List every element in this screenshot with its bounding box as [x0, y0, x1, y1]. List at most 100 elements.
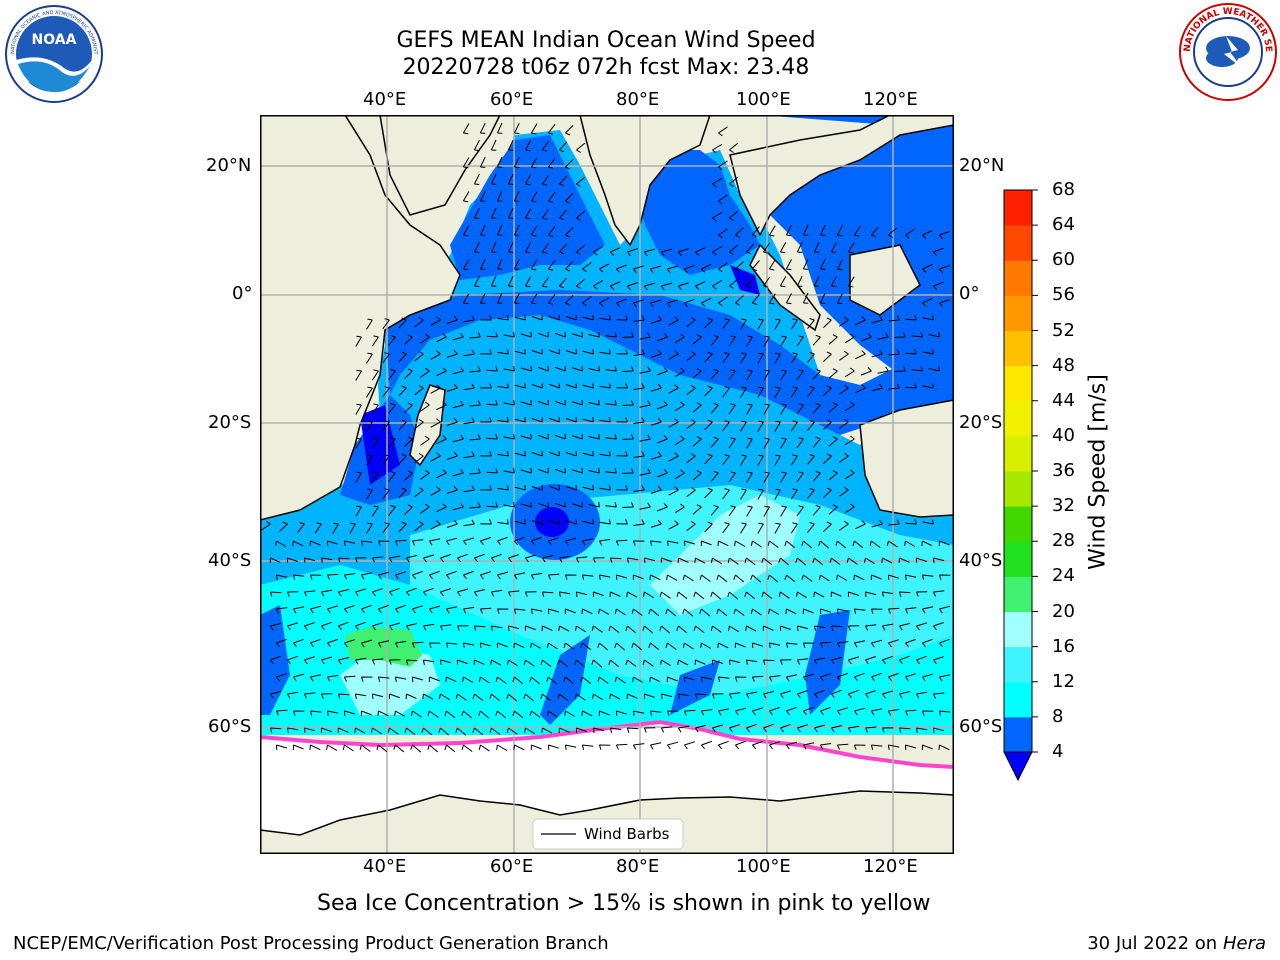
wind-barb	[734, 707, 747, 716]
wind-barb	[823, 351, 832, 362]
wind-barb	[722, 454, 730, 466]
wind-barb	[548, 537, 559, 546]
wind-barb	[366, 420, 373, 432]
wind-barb	[376, 744, 388, 753]
wind-barb	[820, 706, 831, 716]
wind-barb	[581, 744, 594, 750]
footer-date-text: 30 Jul 2022 on	[1087, 933, 1223, 954]
wind-barb	[853, 707, 866, 716]
wind-barb	[683, 709, 696, 716]
wind-barb	[718, 126, 728, 137]
wind-barb	[382, 386, 390, 398]
wind-barb	[656, 332, 668, 342]
wind-barb	[693, 591, 705, 600]
wind-barb	[406, 587, 417, 597]
wind-barb	[530, 225, 538, 237]
wind-barb	[710, 334, 719, 346]
wind-barb	[414, 317, 424, 328]
bottom-lon-label-60e: 60°E	[490, 856, 534, 877]
wind-barb	[778, 591, 790, 599]
wind-barb	[496, 608, 509, 614]
wind-barb	[734, 676, 747, 682]
wind-barb	[668, 384, 679, 394]
wind-barb	[575, 556, 588, 563]
bay-of-bengal	[635, 150, 760, 275]
wind-barb	[939, 265, 950, 274]
wind-barb	[457, 588, 469, 597]
wind-barb	[571, 331, 583, 338]
map-title-line-2: 20220728 t06z 072h fcst Max: 23.48	[402, 55, 810, 80]
wind-barb	[410, 710, 422, 718]
wind-barb	[591, 659, 603, 668]
wind-barb	[411, 641, 424, 648]
wind-barb	[582, 262, 592, 273]
footer-date: 30 Jul 2022 on Hera	[1087, 933, 1266, 954]
wind-barb	[292, 606, 305, 614]
wind-barb	[496, 122, 503, 134]
wind-barb	[531, 484, 543, 491]
wind-barb	[445, 537, 458, 546]
wind-barb	[796, 625, 809, 632]
wind-barb	[750, 540, 762, 548]
wind-barb	[616, 451, 628, 457]
wind-barb	[541, 208, 550, 220]
wind-barb	[704, 453, 713, 465]
wind-barb	[507, 173, 514, 185]
wind-barb	[382, 522, 390, 534]
wind-barb	[870, 574, 882, 581]
wind-barb	[869, 540, 881, 548]
wind-barb	[599, 314, 611, 321]
wind-barb	[320, 557, 333, 564]
wind-barb	[473, 241, 480, 253]
wind-barb	[490, 207, 497, 219]
wind-barb	[394, 710, 406, 717]
wind-barb	[796, 437, 804, 449]
wind-barb	[548, 259, 556, 271]
wind-barb	[801, 540, 813, 549]
wind-barb	[828, 436, 838, 447]
wind-barb	[388, 693, 400, 700]
wind-barb	[660, 726, 673, 733]
wind-barb	[813, 625, 826, 632]
wind-barb	[922, 519, 934, 525]
wind-barb	[565, 260, 574, 272]
wind-barb	[625, 625, 637, 634]
wind-barb	[823, 317, 832, 328]
wind-barb	[506, 659, 518, 667]
colorbar-tick-label: 68	[1052, 179, 1075, 200]
wind-barb	[678, 282, 689, 291]
wind-barb	[610, 281, 621, 290]
wind-barb	[479, 122, 486, 134]
wind-barb	[588, 399, 600, 406]
wind-barb	[802, 292, 809, 304]
wind-barb	[717, 642, 729, 649]
wind-barb	[710, 557, 722, 565]
wind-barb	[524, 727, 535, 735]
map-title-line-1: GEFS MEAN Indian Ocean Wind Speed	[396, 28, 816, 53]
wind-barb	[746, 437, 753, 449]
wind-barb	[537, 467, 549, 474]
wind-barb	[796, 335, 804, 347]
wind-barb	[354, 657, 367, 665]
colorbar-cell	[1004, 225, 1032, 261]
wind-barb	[761, 591, 773, 599]
wind-barb	[559, 141, 568, 153]
wind-barb	[796, 591, 807, 599]
wind-barb	[388, 555, 401, 563]
wind-barb	[462, 191, 470, 203]
wind-barb	[388, 335, 396, 346]
wind-barb	[615, 710, 628, 717]
wind-barb	[718, 740, 729, 750]
wind-barb	[740, 352, 747, 364]
wind-barb	[656, 434, 668, 444]
wind-barb	[710, 504, 719, 516]
wind-barb	[666, 676, 678, 683]
wind-barb	[513, 292, 520, 304]
wind-barb	[326, 573, 339, 580]
wind-barb	[881, 557, 893, 564]
wind-barb	[694, 693, 707, 699]
wind-barb	[904, 744, 917, 751]
wind-barb	[790, 488, 798, 500]
wind-barb	[360, 676, 373, 682]
wind-barb	[525, 554, 537, 563]
